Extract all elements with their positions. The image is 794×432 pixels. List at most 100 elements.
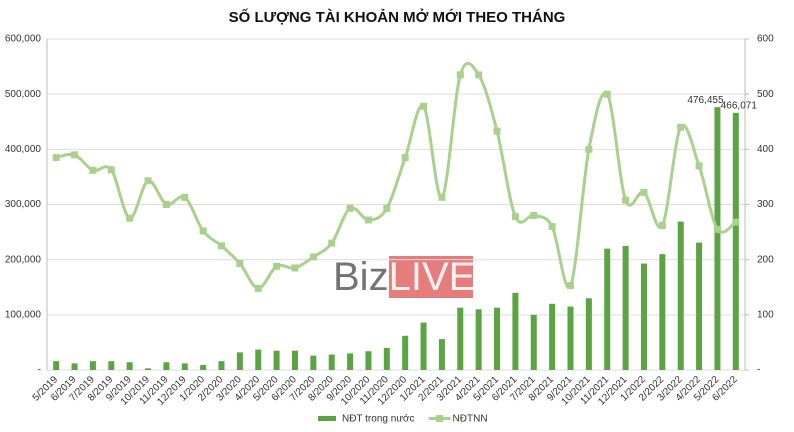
line-marker: [71, 151, 79, 159]
data-label: 466,071: [721, 101, 758, 112]
bar: [383, 347, 390, 370]
y-tick-label: 600,000: [5, 34, 42, 45]
line-marker: [89, 166, 97, 174]
bar: [457, 307, 464, 370]
line-marker: [199, 227, 207, 235]
line-marker: [162, 201, 170, 208]
bar: [475, 309, 482, 370]
bar: [659, 254, 666, 370]
bar: [585, 298, 592, 370]
line-marker: [364, 216, 372, 224]
bar: [126, 362, 133, 370]
line-marker: [107, 166, 115, 174]
bar: [328, 354, 335, 370]
y-tick-label: 400,000: [5, 144, 42, 155]
y2-tick-label: 300: [757, 199, 774, 210]
bar: [181, 363, 188, 370]
bar: [163, 362, 170, 370]
line-marker: [695, 162, 703, 170]
bar: [494, 307, 501, 370]
y2-tick-label: 600: [757, 34, 774, 45]
watermark: BizLIVE: [333, 255, 475, 299]
line-marker: [677, 123, 685, 131]
bar: [622, 245, 629, 370]
watermark-bg: [389, 256, 473, 298]
bar: [310, 355, 317, 370]
watermark-part: Biz: [333, 255, 389, 299]
bar: [714, 107, 721, 371]
bar: [677, 221, 684, 370]
line-marker: [658, 221, 666, 229]
bar: [273, 350, 280, 370]
line-marker: [732, 218, 740, 226]
line-marker: [713, 225, 721, 233]
bar: [236, 352, 243, 370]
y-tick-label: 100,000: [5, 309, 42, 320]
line-marker: [622, 196, 630, 204]
line-marker: [273, 262, 281, 270]
line-marker: [383, 204, 391, 212]
line-marker: [309, 253, 317, 261]
bar: [438, 339, 445, 370]
line-marker: [567, 282, 574, 290]
legend-label: NĐTNN: [453, 414, 488, 425]
line-marker: [52, 154, 60, 162]
bar: [71, 363, 78, 370]
bar: [291, 350, 298, 370]
bar: [640, 263, 647, 370]
line-marker: [530, 212, 538, 220]
line-marker: [291, 264, 299, 272]
y-tick-label: 500,000: [5, 89, 42, 100]
line-marker: [126, 214, 134, 222]
line-marker: [236, 260, 244, 268]
bar: [604, 248, 611, 370]
y2-tick-label: 500: [757, 89, 774, 100]
line-marker: [493, 127, 501, 135]
bar: [420, 322, 427, 370]
y-tick-label: 300,000: [5, 199, 42, 210]
bar: [255, 349, 262, 370]
line-marker: [585, 145, 593, 153]
line-marker: [511, 213, 519, 221]
bar: [732, 112, 739, 371]
line-marker: [640, 188, 648, 196]
y-tick-label: -: [38, 365, 41, 376]
y2-tick-label: 100: [757, 309, 774, 320]
bar: [89, 361, 96, 370]
line-marker: [346, 204, 354, 212]
bar: [365, 351, 372, 370]
line-marker: [456, 71, 464, 79]
y2-tick-label: 200: [757, 254, 774, 265]
bar: [512, 292, 519, 370]
line-marker: [144, 177, 152, 185]
legend-swatch: [436, 415, 444, 422]
bar: [53, 361, 60, 370]
line-marker: [328, 239, 336, 247]
watermark-part: LIVE: [389, 255, 476, 299]
bar: [108, 361, 115, 370]
bar: [402, 335, 409, 370]
line-marker: [420, 102, 428, 110]
line-marker: [254, 284, 262, 292]
bar: [145, 368, 152, 370]
legend-swatch: [318, 416, 336, 421]
y-tick-label: 200,000: [5, 254, 42, 265]
bar: [530, 314, 537, 370]
y2-tick-label: -: [757, 365, 760, 376]
data-label: 476,455: [687, 95, 724, 106]
line-marker: [548, 223, 556, 231]
chart-title: SỐ LƯỢNG TÀI KHOẢN MỞ MỚI THEO THÁNG: [229, 8, 566, 26]
y2-tick-label: 400: [757, 144, 774, 155]
line-marker: [218, 242, 225, 250]
line-marker: [475, 71, 483, 79]
legend-label: NĐT trong nước: [342, 414, 415, 425]
bar: [347, 353, 354, 370]
bar: [218, 361, 225, 370]
line: [55, 61, 737, 290]
bar: [567, 306, 574, 370]
bar: [549, 303, 556, 370]
bar: [200, 365, 207, 370]
line-marker: [603, 90, 611, 98]
